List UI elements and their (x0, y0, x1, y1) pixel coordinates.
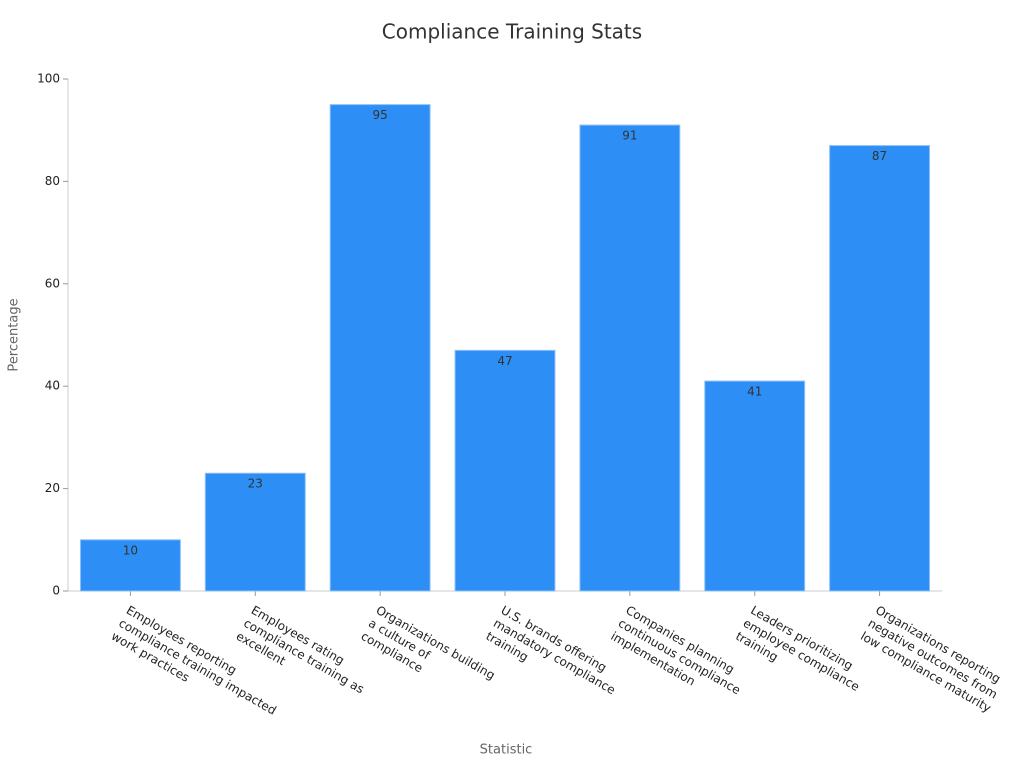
y-tick-label: 80 (45, 174, 60, 188)
x-tick-label: Companies planningcontinuous compliancei… (609, 603, 751, 710)
bar (79, 539, 181, 592)
y-tick-label: 100 (37, 72, 60, 86)
value-label: 91 (622, 129, 637, 143)
bar (454, 349, 556, 592)
value-label: 23 (248, 477, 263, 491)
bar (329, 104, 431, 592)
y-tick-label: 0 (52, 584, 60, 598)
y-tick-label: 20 (45, 481, 60, 495)
x-tick-label: Leaders prioritizingemployee compliancet… (733, 603, 869, 707)
x-tick-label: Organizations reportingnegative outcomes… (858, 603, 1009, 715)
y-tick-label: 40 (45, 379, 60, 393)
bar (579, 124, 681, 592)
x-tick-label: U.S. brands offeringmandatory compliance… (484, 603, 626, 710)
x-axis-title: Statistic (480, 743, 533, 758)
y-axis-title: Percentage (7, 298, 22, 371)
value-label: 47 (497, 354, 512, 368)
value-label: 95 (373, 108, 388, 122)
value-label: 87 (872, 149, 887, 163)
x-tick-label: Organizations buildinga culture ofcompli… (359, 603, 498, 709)
bar (829, 145, 931, 592)
bar (704, 380, 806, 592)
value-label: 41 (747, 385, 762, 399)
chart-title: Compliance Training Stats (382, 20, 642, 44)
value-label: 10 (123, 543, 138, 557)
y-tick-label: 60 (45, 276, 60, 290)
bar (204, 472, 306, 592)
